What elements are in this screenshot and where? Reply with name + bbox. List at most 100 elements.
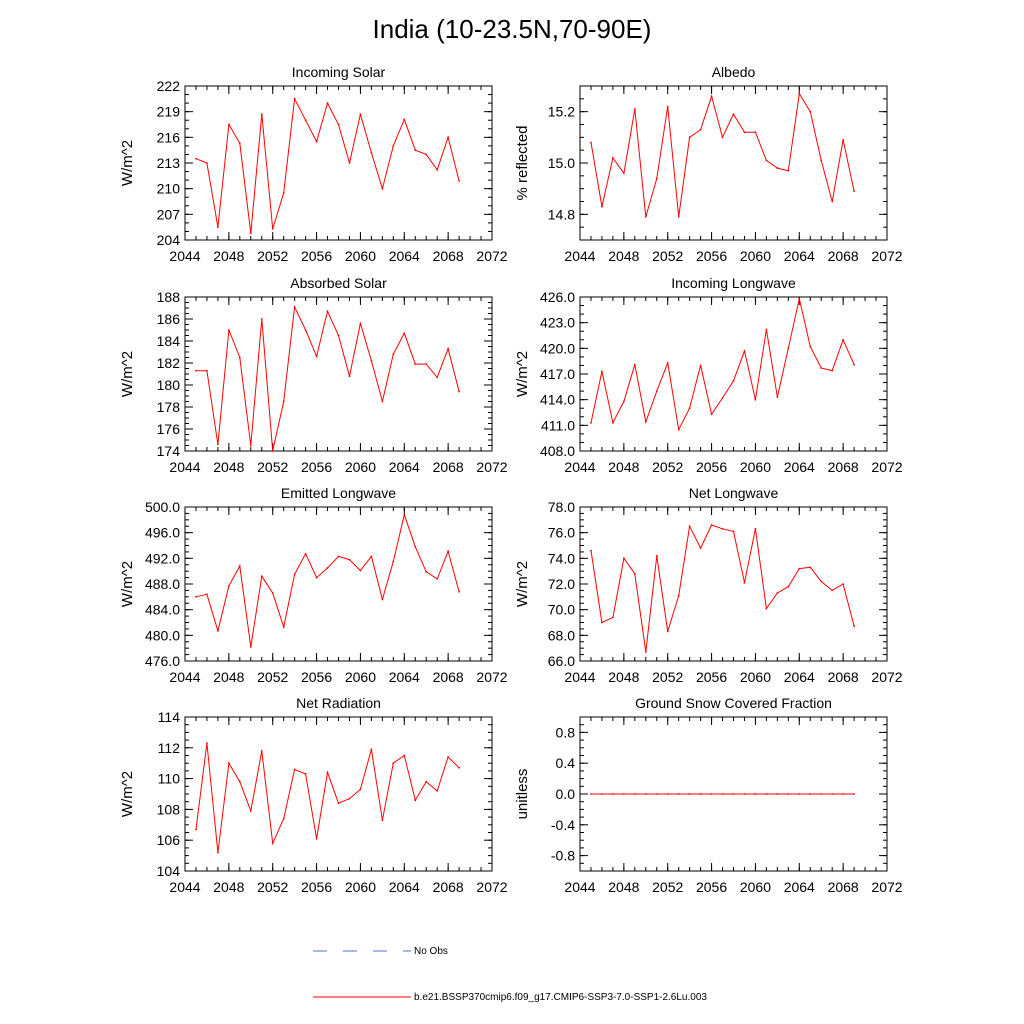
y-axis-label: W/m^2 [119, 351, 136, 397]
data-point [238, 565, 241, 567]
data-point [304, 119, 307, 122]
y-axis-label: unitless [514, 769, 531, 820]
data-point [403, 754, 406, 757]
x-tick-label: 2068 [433, 879, 464, 895]
data-point [853, 190, 855, 193]
data-point [612, 157, 614, 159]
data-point [623, 172, 625, 175]
x-tick-label: 2052 [257, 879, 288, 895]
x-tick-label: 2068 [828, 459, 859, 475]
x-tick-label: 2048 [213, 669, 244, 685]
data-point [359, 322, 362, 325]
data-point [381, 819, 384, 822]
y-tick-label: 106 [157, 832, 181, 848]
data-point [601, 621, 603, 624]
data-point [842, 139, 844, 141]
y-tick-label: 180 [157, 377, 181, 393]
data-point [754, 527, 757, 530]
plot-frame [579, 506, 888, 662]
data-point [217, 443, 219, 446]
y-tick-label: 108 [157, 801, 181, 817]
data-point [271, 842, 274, 845]
series-line [195, 743, 460, 853]
panel-net-longwave: 2044 2048 2052 2056 2060 2064 2068 2072 66.0 68.0… [514, 485, 903, 685]
data-point [238, 356, 241, 359]
x-tick-label: 2064 [784, 459, 815, 475]
y-axis-label: % reflected [514, 125, 531, 200]
data-point [612, 421, 614, 424]
data-point [447, 550, 449, 553]
y-tick-label: -0.4 [551, 817, 575, 833]
data-point [623, 400, 625, 403]
data-point [381, 187, 384, 190]
x-tick-label: 2072 [476, 879, 507, 895]
x-tick-label: 2060 [740, 459, 771, 475]
panel-incoming-longwave: 2044 2048 2052 2056 2060 2064 2068 2072 408.0 411… [514, 275, 903, 475]
data-point [699, 547, 702, 549]
data-point [304, 773, 307, 775]
x-tick-label: 2044 [564, 248, 595, 264]
x-tick-label: 2056 [696, 669, 727, 685]
data-point [710, 95, 713, 98]
data-point [798, 793, 801, 795]
y-tick-label: 488.0 [145, 576, 180, 592]
data-point [228, 585, 230, 587]
x-tick-label: 2072 [871, 459, 902, 475]
data-point [326, 771, 329, 774]
data-point [293, 306, 296, 308]
x-tick-label: 2060 [740, 669, 771, 685]
data-point [414, 149, 417, 152]
data-point [447, 136, 449, 139]
data-point [776, 793, 779, 795]
y-axis-label: W/m^2 [514, 561, 531, 607]
x-tick-label: 2064 [784, 248, 815, 264]
data-point [337, 123, 340, 126]
x-tick-label: 2068 [433, 248, 464, 264]
data-point [831, 200, 834, 203]
y-tick-label: 414.0 [540, 392, 575, 408]
data-point [348, 558, 351, 561]
data-point [590, 793, 592, 795]
y-tick-label: -0.8 [551, 848, 575, 864]
x-tick-label: 2068 [433, 459, 464, 475]
plot-frame [579, 296, 888, 452]
data-point [337, 334, 340, 337]
data-point [206, 369, 208, 372]
data-point [721, 793, 724, 795]
x-tick-label: 2064 [389, 669, 420, 685]
data-point [633, 793, 636, 795]
x-tick-label: 2068 [828, 879, 859, 895]
data-point [195, 157, 197, 160]
x-tick-label: 2056 [301, 669, 332, 685]
data-point [293, 768, 296, 771]
y-tick-label: 213 [157, 155, 181, 171]
data-point [228, 329, 230, 331]
x-tick-label: 2048 [213, 248, 244, 264]
data-point [381, 598, 384, 601]
data-point [776, 167, 779, 170]
y-tick-label: 420.0 [540, 340, 575, 356]
data-point [195, 828, 197, 831]
data-point [776, 592, 779, 594]
data-point [787, 585, 790, 588]
y-tick-label: 15.2 [548, 104, 575, 120]
data-point [787, 347, 790, 350]
data-point [612, 616, 614, 619]
data-point [798, 567, 801, 570]
y-tick-label: 0.8 [556, 724, 576, 740]
y-tick-label: 219 [157, 104, 181, 120]
data-point [458, 590, 460, 593]
data-point [831, 589, 834, 592]
y-tick-label: 178 [157, 399, 181, 415]
y-tick-label: 186 [157, 311, 181, 327]
x-tick-label: 2052 [257, 669, 288, 685]
data-point [359, 788, 362, 791]
data-point [831, 793, 834, 795]
data-point [754, 131, 757, 134]
plot-frame [184, 716, 493, 872]
data-point [765, 607, 768, 610]
plot-frame [184, 506, 493, 662]
data-point [809, 793, 812, 795]
y-tick-label: 210 [157, 181, 181, 197]
